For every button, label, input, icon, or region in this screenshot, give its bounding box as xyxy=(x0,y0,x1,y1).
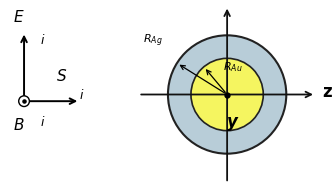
Text: y: y xyxy=(226,113,237,131)
Text: z: z xyxy=(322,83,332,101)
Circle shape xyxy=(191,58,263,131)
Circle shape xyxy=(19,96,29,107)
Text: $B$: $B$ xyxy=(13,117,24,133)
Text: $i$: $i$ xyxy=(40,115,45,129)
Text: $R_{Au}$: $R_{Au}$ xyxy=(223,60,242,74)
Text: $R_{Ag}$: $R_{Ag}$ xyxy=(143,33,163,49)
Text: $E$: $E$ xyxy=(13,9,24,25)
Circle shape xyxy=(168,35,286,154)
Text: $i$: $i$ xyxy=(79,88,84,102)
Text: $S$: $S$ xyxy=(56,68,67,84)
Text: $i$: $i$ xyxy=(40,33,45,47)
